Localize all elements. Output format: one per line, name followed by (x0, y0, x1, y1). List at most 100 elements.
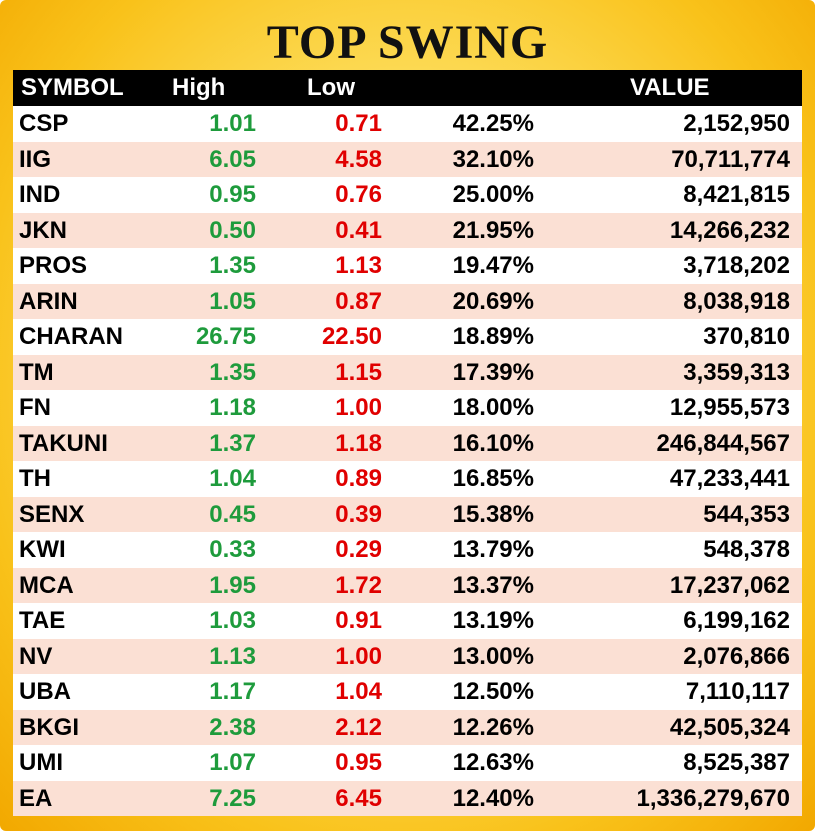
change-cell: 12.63% (452, 749, 534, 776)
low-cell: 4.58 (335, 145, 382, 173)
change-cell: 13.00% (452, 642, 534, 670)
table-row: IIG 6.05 4.58 32.10% 70,711,774 (13, 141, 802, 177)
low-cell: 0.91 (335, 607, 382, 634)
table-row: CSP 1.01 0.71 42.25% 2,152,950 (13, 106, 802, 142)
table-row: SENX 0.45 0.39 15.38% 544,353 (13, 496, 802, 532)
header-high: High (172, 74, 226, 101)
table-row: CHARAN 26.75 22.50 18.89% 370,810 (13, 319, 802, 355)
table-row: UBA 1.17 1.04 12.50% 7,110,117 (13, 674, 802, 710)
table-row: MCA 1.95 1.72 13.37% 17,237,062 (13, 567, 802, 603)
high-cell: 2.38 (209, 713, 256, 741)
symbol-cell: TAE (19, 607, 66, 634)
change-cell: 18.89% (452, 323, 534, 350)
value-cell: 6,199,162 (683, 607, 790, 634)
low-cell: 0.95 (335, 749, 382, 776)
table-body: CSP 1.01 0.71 42.25% 2,152,950 IIG 6.05 4.58 32.… (13, 106, 802, 816)
table-row: BKGI 2.38 2.12 12.26% 42,505,324 (13, 709, 802, 745)
high-cell: 0.33 (209, 536, 256, 563)
value-cell: 3,718,202 (683, 252, 790, 279)
table-row: KWI 0.33 0.29 13.79% 548,378 (13, 532, 802, 568)
high-cell: 1.04 (209, 465, 256, 492)
symbol-cell: CSP (19, 110, 69, 137)
table-row: IND 0.95 0.76 25.00% 8,421,815 (13, 177, 802, 213)
symbol-cell: FN (19, 394, 51, 421)
symbol-cell: TH (19, 465, 51, 492)
symbol-cell: TM (19, 358, 54, 386)
low-cell: 1.15 (335, 358, 382, 386)
symbol-cell: BKGI (19, 713, 79, 741)
change-cell: 19.47% (452, 252, 534, 279)
change-cell: 15.38% (452, 500, 534, 528)
table-row: TM 1.35 1.15 17.39% 3,359,313 (13, 354, 802, 390)
table-row: EA 7.25 6.45 12.40% 1,336,279,670 (13, 780, 802, 816)
header-symbol: SYMBOL (21, 74, 124, 101)
low-cell: 0.76 (335, 181, 382, 208)
high-cell: 1.37 (209, 429, 256, 457)
change-cell: 17.39% (452, 358, 534, 386)
symbol-cell: UMI (19, 749, 63, 776)
change-cell: 32.10% (452, 145, 534, 173)
header-low: Low (307, 74, 355, 101)
high-cell: 1.95 (209, 571, 256, 599)
change-cell: 21.95% (452, 216, 534, 244)
low-cell: 0.41 (335, 216, 382, 244)
high-cell: 26.75 (195, 323, 256, 350)
change-cell: 16.10% (452, 429, 534, 457)
symbol-cell: TAKUNI (19, 429, 108, 457)
high-cell: 1.01 (209, 110, 256, 137)
change-cell: 12.40% (452, 784, 534, 812)
value-cell: 12,955,573 (669, 394, 790, 421)
value-cell: 8,525,387 (683, 749, 790, 776)
table-row: UMI 1.07 0.95 12.63% 8,525,387 (13, 745, 802, 781)
symbol-cell: ARIN (19, 287, 78, 315)
value-cell: 246,844,567 (656, 429, 790, 457)
low-cell: 0.29 (335, 536, 382, 563)
value-cell: 7,110,117 (685, 678, 790, 705)
low-cell: 0.87 (335, 287, 382, 315)
table-header: SYMBOL High Low VALUE (13, 70, 802, 106)
high-cell: 1.35 (209, 252, 256, 279)
change-cell: 12.26% (452, 713, 534, 741)
high-cell: 1.03 (209, 607, 256, 634)
high-cell: 0.95 (209, 181, 256, 208)
value-cell: 544,353 (703, 500, 790, 528)
low-cell: 0.71 (335, 110, 382, 137)
table-row: NV 1.13 1.00 13.00% 2,076,866 (13, 638, 802, 674)
value-cell: 17,237,062 (669, 571, 790, 599)
value-cell: 47,233,441 (669, 465, 790, 492)
change-cell: 13.79% (452, 536, 534, 563)
change-cell: 12.50% (452, 678, 534, 705)
change-cell: 18.00% (452, 394, 534, 421)
value-cell: 42,505,324 (669, 713, 790, 741)
table-row: JKN 0.50 0.41 21.95% 14,266,232 (13, 212, 802, 248)
high-cell: 1.35 (209, 358, 256, 386)
symbol-cell: IND (19, 181, 61, 208)
table-row: TAKUNI 1.37 1.18 16.10% 246,844,567 (13, 425, 802, 461)
high-cell: 1.05 (209, 287, 256, 315)
low-cell: 2.12 (335, 713, 382, 741)
table-row: FN 1.18 1.00 18.00% 12,955,573 (13, 390, 802, 426)
value-cell: 3,359,313 (683, 358, 790, 386)
symbol-cell: CHARAN (19, 323, 123, 350)
change-cell: 20.69% (452, 287, 534, 315)
symbol-cell: KWI (19, 536, 66, 563)
value-cell: 14,266,232 (669, 216, 790, 244)
change-cell: 42.25% (452, 110, 534, 137)
low-cell: 1.72 (335, 571, 382, 599)
symbol-cell: PROS (19, 252, 88, 279)
symbol-cell: MCA (19, 571, 74, 599)
low-cell: 1.13 (335, 252, 382, 279)
header-value: VALUE (630, 74, 710, 101)
value-cell: 70,711,774 (671, 145, 790, 173)
high-cell: 1.18 (209, 394, 256, 421)
symbol-cell: JKN (19, 216, 68, 244)
table-row: TAE 1.03 0.91 13.19% 6,199,162 (13, 603, 802, 639)
table-row: PROS 1.35 1.13 19.47% 3,718,202 (13, 248, 802, 284)
change-cell: 25.00% (452, 181, 534, 208)
table-row: TH 1.04 0.89 16.85% 47,233,441 (13, 461, 802, 497)
low-cell: 1.18 (335, 429, 382, 457)
change-cell: 13.19% (452, 607, 534, 634)
value-cell: 8,038,918 (683, 287, 790, 315)
value-cell: 548,378 (703, 536, 790, 563)
